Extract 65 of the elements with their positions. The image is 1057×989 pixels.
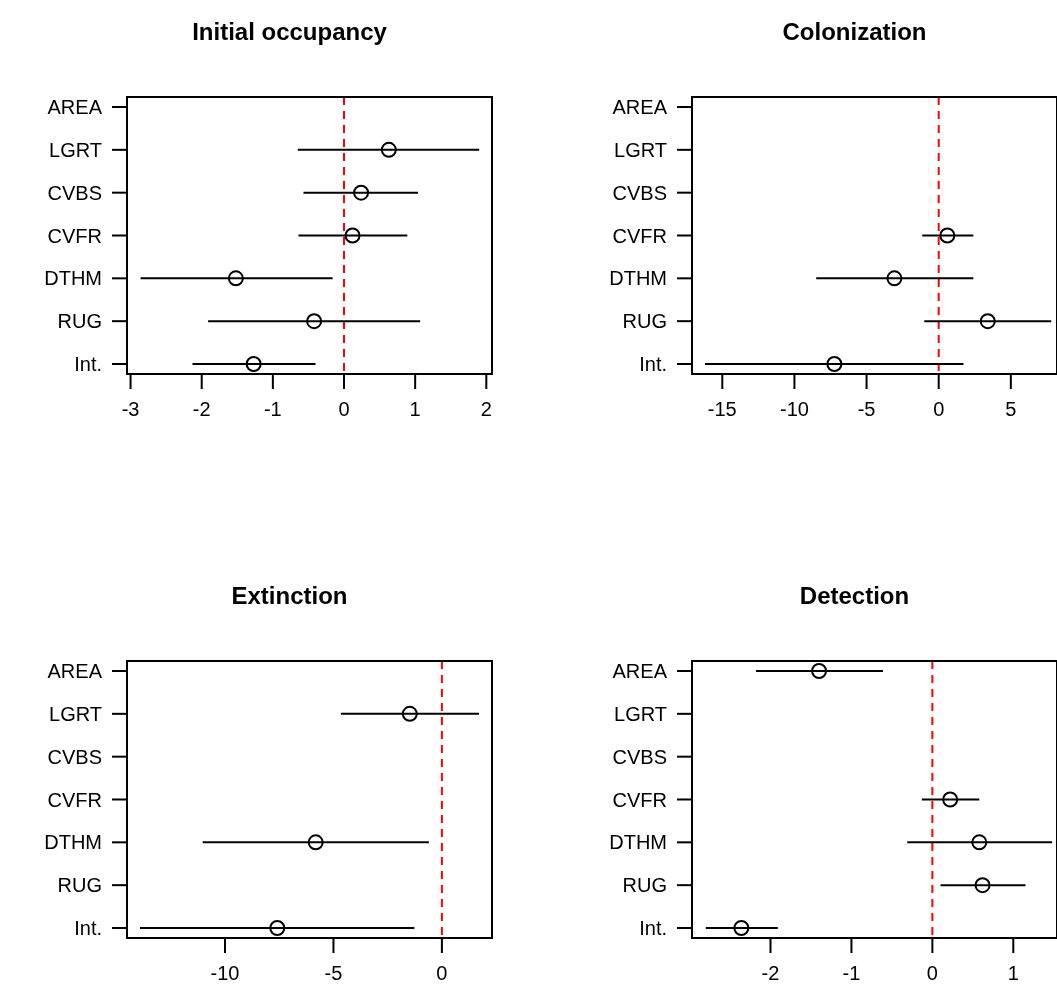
point [227, 270, 244, 287]
y-tick-label: CVFR [47, 788, 102, 811]
y-tick-label: RUG [622, 310, 667, 333]
x-tick-label: -5 [857, 398, 876, 420]
point [733, 920, 750, 936]
y-tick-label: CVFR [612, 224, 667, 247]
point [942, 791, 959, 808]
y-tick-label: AREA [612, 660, 668, 682]
chart-title: Colonization [782, 18, 927, 45]
x-tick-label: -1 [263, 398, 282, 420]
y-tick-label: Int. [639, 917, 667, 939]
point [886, 270, 903, 287]
point [380, 141, 397, 158]
y-tick-label: LGRT [49, 702, 102, 725]
x-tick-label: -3 [121, 398, 140, 420]
x-tick-label: -1 [842, 962, 861, 984]
y-tick-label: Int. [639, 353, 667, 375]
x-tick-label: -10 [210, 962, 240, 984]
y-tick-label: LGRT [49, 138, 102, 161]
x-tick-label: 2 [480, 398, 492, 420]
y-tick-label: DTHM [609, 831, 667, 854]
y-tick-label: AREA [47, 660, 103, 682]
x-tick-label: 1 [409, 398, 421, 420]
y-tick-label: AREA [47, 96, 103, 118]
y-tick-label: RUG [57, 874, 102, 897]
x-tick-label: 1 [1007, 962, 1019, 984]
x-tick-label: -2 [761, 962, 780, 984]
y-tick-label: AREA [612, 96, 668, 118]
y-tick-label: CVFR [612, 788, 667, 811]
y-tick-label: LGRT [614, 138, 667, 161]
point [306, 313, 323, 330]
point [939, 227, 956, 244]
x-tick-label: -2 [192, 398, 211, 420]
y-tick-label: Int. [74, 917, 102, 939]
point [811, 663, 828, 679]
point [974, 877, 991, 894]
x-tick-label: 0 [933, 398, 945, 420]
y-tick-label: CVBS [612, 745, 667, 768]
y-tick-label: CVBS [47, 745, 102, 768]
y-tick-label: CVBS [47, 181, 102, 204]
point [979, 313, 996, 330]
chart-title: Initial occupancy [192, 18, 388, 45]
y-tick-label: Int. [74, 353, 102, 375]
x-tick-label: -5 [324, 962, 343, 984]
y-tick-label: DTHM [44, 267, 102, 290]
chart-title: Detection [799, 582, 910, 609]
y-tick-label: DTHM [44, 831, 102, 854]
y-tick-label: DTHM [609, 267, 667, 290]
y-tick-label: RUG [57, 310, 102, 333]
x-tick-label: 0 [436, 962, 448, 984]
point [971, 834, 988, 851]
x-tick-label: -10 [779, 398, 809, 420]
x-tick-label: 0 [926, 962, 938, 984]
y-tick-label: LGRT [614, 702, 667, 725]
x-tick-label: -15 [707, 398, 737, 420]
y-tick-label: CVBS [612, 181, 667, 204]
y-tick-label: RUG [622, 874, 667, 897]
point [245, 356, 262, 372]
point [353, 184, 370, 201]
y-tick-label: CVFR [47, 224, 102, 247]
point [344, 227, 361, 244]
x-tick-label: 0 [338, 398, 350, 420]
point [826, 356, 843, 372]
x-tick-label: 5 [1005, 398, 1017, 420]
chart-title: Extinction [231, 582, 348, 609]
